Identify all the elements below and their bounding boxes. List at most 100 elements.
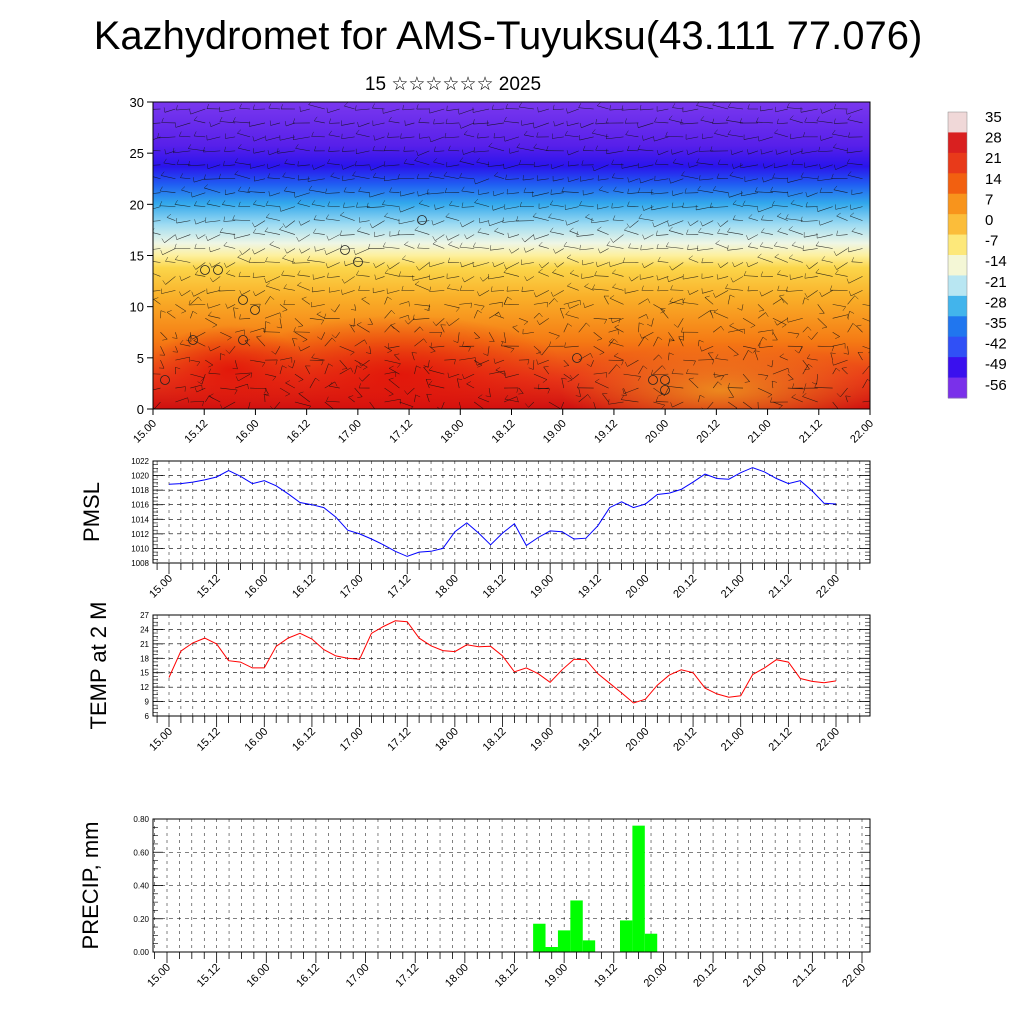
wind-barb: [710, 206, 729, 208]
wind-barb: [584, 304, 594, 308]
wind-barb-flag: [208, 346, 211, 352]
wind-barb: [847, 346, 849, 355]
wind-barb: [461, 190, 475, 193]
wind-barb-flag: [836, 230, 838, 236]
wind-barb-flag: [657, 336, 663, 341]
wind-barb-flag: [671, 149, 673, 155]
wind-barb-flag: [686, 149, 689, 155]
wind-barb: [593, 345, 605, 353]
wind-barb: [459, 302, 472, 305]
wind-barb: [361, 298, 370, 305]
x-tick-label: 21.00: [746, 418, 774, 446]
calm-circle: [648, 375, 658, 385]
wind-barb-flag: [372, 145, 375, 151]
wind-barb: [208, 372, 221, 375]
wind-barb: [741, 192, 759, 197]
wind-barb-flag: [341, 289, 343, 295]
wind-barb: [428, 384, 445, 389]
wind-barb: [314, 120, 325, 124]
wind-barb: [270, 122, 281, 126]
wind-barb-flag: [612, 283, 617, 288]
wind-barb: [238, 190, 251, 193]
wind-barb: [593, 372, 607, 375]
wind-barb-flag: [494, 311, 499, 316]
wind-barb-flag: [729, 171, 734, 176]
wind-barb: [479, 220, 490, 224]
wind-barb-flag: [326, 107, 328, 113]
wind-barb-flag: [282, 172, 286, 177]
calm-circle: [572, 353, 582, 363]
wind-barb: [233, 307, 236, 319]
wind-barb-flag: [746, 235, 749, 240]
wind-barb: [227, 304, 236, 309]
wind-barb: [235, 372, 252, 375]
wind-barb: [448, 318, 460, 327]
wind-barb: [329, 385, 340, 389]
wind-barb-flag: [402, 255, 406, 260]
wind-barb: [160, 360, 165, 369]
wind-barb-flag: [389, 365, 394, 369]
wind-barb: [190, 384, 202, 389]
wind-barb: [654, 178, 669, 182]
wind-barb-flag: [644, 336, 649, 341]
wind-barb: [285, 382, 296, 389]
wind-barb: [313, 164, 325, 170]
wind-barb: [804, 121, 818, 124]
wind-barb: [697, 340, 700, 347]
wind-barb-flag: [341, 164, 344, 170]
x-tick-label: 15.00: [145, 962, 173, 990]
wind-barb: [696, 105, 714, 110]
wind-barb-flag: [427, 305, 431, 311]
wind-barb: [802, 364, 809, 375]
wind-barb-flag: [698, 339, 704, 343]
wind-barb-flag: [282, 254, 287, 259]
wind-barb: [354, 387, 363, 397]
wind-barb: [758, 136, 773, 142]
wind-barb-flag: [669, 297, 673, 302]
wind-barb: [446, 108, 460, 111]
wind-barb-flag: [344, 102, 348, 107]
wind-barb: [207, 234, 221, 241]
wind-barb: [814, 387, 833, 389]
wind-barb-flag: [176, 159, 180, 165]
wind-barb-flag: [576, 231, 578, 237]
wind-barb-flag: [443, 171, 448, 177]
wind-barb-flag: [325, 188, 327, 194]
wind-barb-flag: [804, 293, 808, 298]
wind-barb-flag: [808, 363, 813, 368]
wind-barb-flag: [268, 103, 272, 109]
wind-barb: [774, 256, 788, 263]
wind-barb-flag: [549, 227, 554, 232]
wind-barb-flag: [386, 264, 390, 270]
wind-barb: [720, 262, 729, 268]
wind-barb: [742, 345, 757, 350]
wind-barb-flag: [284, 159, 288, 164]
wind-barb-flag: [660, 307, 666, 310]
wind-barb: [384, 398, 401, 403]
wind-barb: [772, 368, 789, 375]
wind-barb-flag: [611, 159, 614, 165]
x-tick-label: 15.00: [147, 726, 175, 754]
wind-barb: [578, 388, 581, 397]
wind-barb-flag: [553, 121, 555, 127]
wind-barb: [821, 108, 833, 114]
wind-barb: [166, 217, 176, 221]
x-tick-label: 21.12: [767, 573, 795, 601]
wind-barb-flag: [547, 388, 551, 394]
wind-barb-flag: [382, 200, 386, 205]
wind-barb-flag: [627, 188, 629, 194]
wind-barb-flag: [487, 161, 489, 167]
wind-barb-flag: [218, 286, 221, 292]
wind-barb: [817, 206, 833, 212]
wind-barb-flag: [564, 130, 568, 136]
wind-barb: [734, 262, 744, 268]
wind-barb: [728, 328, 745, 333]
wind-barb-flag: [206, 163, 209, 169]
wind-barb-flag: [477, 228, 482, 233]
wind-barb: [687, 248, 699, 250]
wind-barb: [242, 248, 251, 255]
wind-barb: [327, 276, 340, 278]
wind-barb-flag: [328, 130, 332, 136]
x-tick-label: 15.00: [147, 573, 175, 601]
